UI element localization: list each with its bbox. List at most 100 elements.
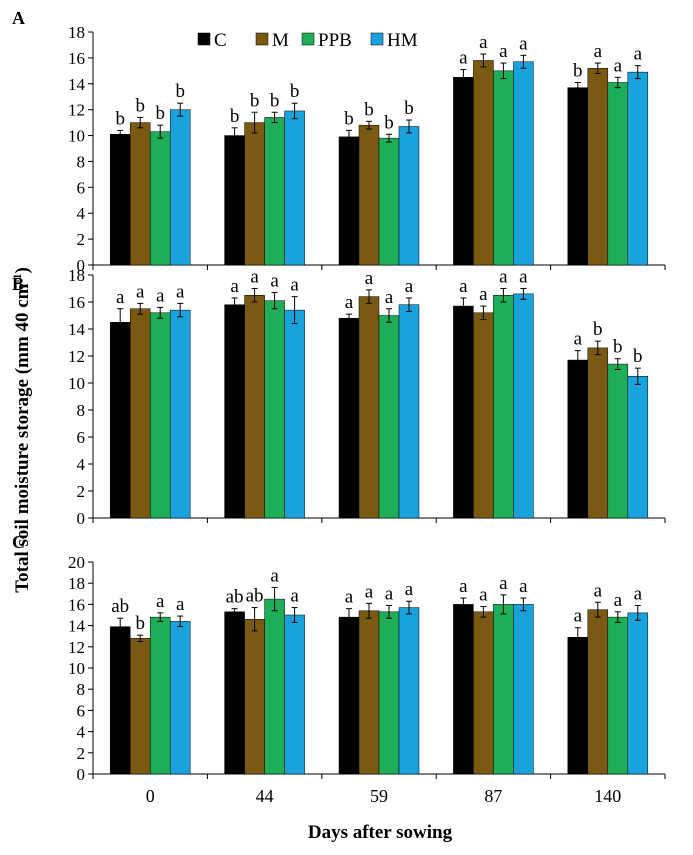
bar-C-59: [338, 317, 360, 519]
x-tick-label: 87: [484, 786, 502, 806]
y-axis-title-close: ): [12, 267, 33, 273]
significance-letter: a: [230, 276, 239, 297]
significance-letter: b: [364, 99, 374, 120]
bar-PPB-59: [378, 137, 400, 266]
panel-label: C: [12, 532, 25, 552]
significance-letter: a: [459, 48, 468, 69]
bar-M-44: [244, 122, 265, 266]
x-tick-label: 140: [594, 786, 621, 806]
y-tick-label: 10: [68, 374, 85, 393]
significance-letter: a: [405, 579, 414, 600]
bar-M-59: [358, 610, 380, 775]
legend: C M PPB HM: [197, 30, 418, 51]
significance-letter: a: [459, 576, 468, 597]
legend-swatch-M: [255, 32, 269, 46]
significance-letter: a: [594, 580, 603, 601]
significance-letter: a: [270, 271, 279, 292]
bar-PPB-87: [493, 70, 514, 266]
y-tick-label: 14: [68, 75, 86, 94]
bar-C-140: [567, 637, 589, 775]
y-tick-label: 12: [68, 638, 85, 657]
y-tick-label: 14: [68, 617, 86, 636]
y-axis-title: Total soil moisture storage (mm 40 cm-1): [10, 267, 33, 593]
significance-letter: b: [384, 112, 394, 133]
significance-letter: b: [613, 337, 623, 358]
panel-label: A: [12, 8, 25, 28]
significance-letter: a: [634, 583, 643, 604]
significance-letter: b: [290, 81, 300, 102]
y-tick-label: 2: [77, 230, 86, 249]
y-axis-title-superscript: -1: [10, 274, 24, 284]
bar-HM-140: [627, 612, 649, 775]
bar-M-0: [129, 308, 151, 519]
y-tick-label: 4: [77, 723, 86, 742]
legend-label-C: C: [214, 30, 227, 51]
bar-PPB-59: [378, 315, 400, 519]
bar-C-87: [453, 604, 474, 775]
y-axis-title-main: Total soil moisture storage (mm 40 cm: [12, 283, 33, 592]
y-tick-label: 16: [68, 293, 85, 312]
x-axis-title: Days after sowing: [308, 822, 453, 843]
significance-letter: b: [573, 60, 583, 81]
legend-swatch-PPB: [301, 32, 315, 46]
y-tick-label: 18: [68, 266, 85, 285]
bar-M-140: [587, 67, 609, 266]
significance-letter: b: [155, 103, 165, 124]
significance-letter: b: [250, 90, 260, 111]
bar-C-140: [567, 87, 589, 266]
significance-letter: b: [115, 108, 125, 129]
legend-label-PPB: PPB: [318, 30, 352, 51]
significance-letter: b: [344, 108, 354, 129]
bar-C-0: [109, 626, 131, 775]
significance-letter: a: [365, 581, 374, 602]
bar-PPB-140: [607, 82, 629, 266]
significance-letter: a: [499, 573, 508, 594]
significance-letter: a: [499, 267, 508, 288]
significance-letter: a: [345, 587, 354, 608]
y-tick-label: 0: [77, 256, 86, 275]
bar-HM-59: [398, 607, 420, 775]
x-tick-label: 59: [370, 786, 388, 806]
y-tick-label: 16: [68, 595, 85, 614]
bar-HM-87: [513, 61, 534, 266]
bar-M-44: [244, 295, 265, 519]
significance-letter: b: [135, 95, 145, 116]
y-tick-label: 6: [77, 701, 86, 720]
significance-letter: b: [175, 81, 185, 102]
significance-letter: a: [176, 594, 185, 615]
bar-C-44: [224, 611, 245, 775]
y-tick-label: 12: [68, 347, 85, 366]
significance-letter: b: [135, 613, 145, 634]
bar-M-0: [129, 122, 151, 266]
significance-letter: a: [479, 32, 488, 53]
significance-letter: a: [345, 292, 354, 313]
y-tick-label: 18: [68, 23, 85, 42]
bar-M-87: [473, 611, 494, 775]
bar-PPB-44: [264, 300, 285, 519]
significance-letter: a: [614, 55, 623, 76]
significance-letter: a: [574, 606, 583, 627]
y-tick-label: 14: [68, 320, 86, 339]
significance-letter: a: [136, 281, 145, 302]
bar-HM-0: [169, 621, 191, 775]
significance-letter: a: [614, 590, 623, 611]
y-tick-label: 10: [68, 127, 85, 146]
bar-M-140: [587, 609, 609, 775]
y-tick-label: 6: [77, 178, 86, 197]
y-tick-label: 0: [77, 765, 86, 784]
panel-label: B: [12, 274, 24, 294]
bar-C-59: [338, 616, 360, 775]
bar-M-87: [473, 60, 494, 266]
bar-C-59: [338, 136, 360, 266]
significance-letter: ab: [111, 596, 129, 617]
y-tick-label: 20: [68, 553, 85, 572]
legend-swatch-HM: [370, 32, 384, 46]
significance-letter: a: [176, 281, 185, 302]
y-tick-label: 8: [77, 152, 86, 171]
bar-HM-44: [284, 614, 305, 775]
significance-letter: b: [230, 106, 240, 127]
bar-HM-87: [513, 604, 534, 775]
significance-letter: b: [633, 346, 643, 367]
